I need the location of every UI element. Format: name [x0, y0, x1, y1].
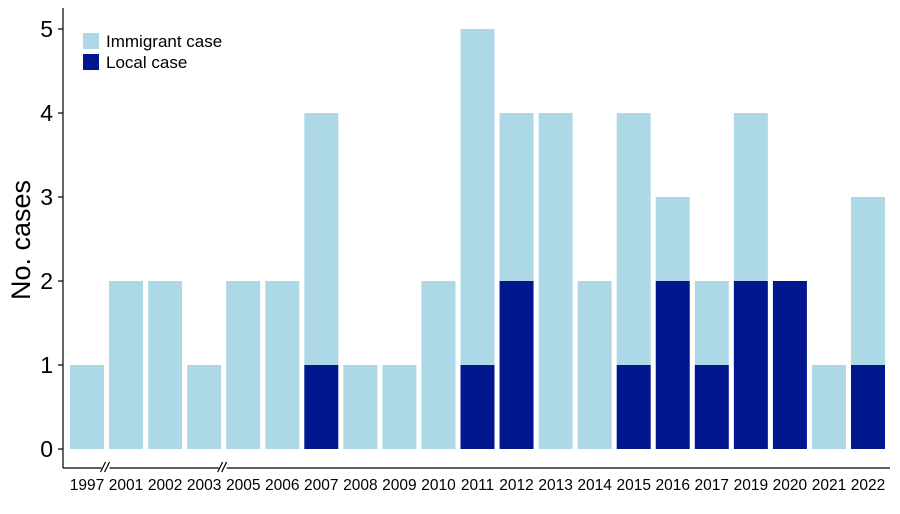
legend-label: Immigrant case — [106, 32, 222, 51]
bar-local-2016 — [655, 281, 690, 449]
x-tick-label: 2015 — [616, 477, 650, 494]
x-tick-label: 2002 — [148, 477, 182, 494]
bar-immigrant-2017 — [694, 281, 729, 365]
x-tick-label: 2021 — [812, 477, 846, 494]
y-tick-label: 4 — [40, 100, 53, 126]
bar-immigrant-2009 — [382, 365, 417, 449]
x-tick-label: 2013 — [538, 477, 572, 494]
axis-breaks-group — [99, 461, 228, 473]
bar-local-2011 — [460, 365, 495, 449]
bar-immigrant-2015 — [616, 113, 651, 365]
bar-immigrant-2005 — [226, 281, 261, 449]
x-tick-label: 2005 — [226, 477, 260, 494]
x-tick-label: 2012 — [499, 477, 533, 494]
x-tick-label: 2010 — [421, 477, 456, 494]
y-tick-label: 2 — [40, 268, 53, 294]
x-tick-label: 2009 — [382, 477, 416, 494]
bar-immigrant-2016 — [655, 197, 690, 281]
bar-immigrant-2021 — [811, 365, 846, 449]
legend-label: Local case — [106, 53, 187, 72]
x-tick-label: 2017 — [695, 477, 729, 494]
x-tick-label: 2014 — [577, 477, 612, 494]
x-tick-label: 2020 — [773, 477, 808, 494]
x-tick-label: 2001 — [109, 477, 143, 494]
legend-swatch — [83, 54, 99, 70]
bar-immigrant-2022 — [851, 197, 885, 365]
x-ticks-group: 1997 2001 2002 2003 2005 2006 2007 2008 2009 2010… — [70, 477, 885, 494]
bar-immigrant-2014 — [577, 281, 612, 449]
y-tick-label: 3 — [40, 184, 53, 210]
bar-immigrant-2001 — [109, 281, 144, 449]
bar-immigrant-2010 — [421, 281, 456, 449]
bar-immigrant-2011 — [460, 29, 495, 365]
bar-immigrant-2002 — [148, 281, 183, 449]
x-tick-label: 2016 — [656, 477, 690, 494]
y-tick-label: 5 — [40, 16, 53, 42]
y-tick-label: 0 — [40, 436, 53, 462]
x-tick-label: 2008 — [343, 477, 377, 494]
x-tick-label: 2007 — [304, 477, 338, 494]
bar-immigrant-2008 — [343, 365, 378, 449]
bar-immigrant-2006 — [265, 281, 300, 449]
x-tick-label: 1997 — [70, 477, 104, 494]
bar-immigrant-2003 — [187, 365, 222, 449]
x-tick-label: 2006 — [265, 477, 299, 494]
y-axis-label: No. cases — [6, 180, 36, 300]
y-ticks-group: 0 1 2 3 4 5 — [40, 16, 63, 462]
y-tick-label: 1 — [40, 352, 53, 378]
axis-break-mark — [99, 461, 111, 473]
bar-local-2017 — [694, 365, 729, 449]
axes-group — [62, 8, 890, 469]
bar-immigrant-1997 — [70, 365, 104, 449]
bar-local-2019 — [733, 281, 768, 449]
bar-local-2022 — [851, 365, 885, 449]
bars-group — [70, 29, 885, 449]
bar-immigrant-2012 — [499, 113, 534, 281]
bar-immigrant-2019 — [733, 113, 768, 281]
bar-local-2015 — [616, 365, 651, 449]
bar-local-2020 — [772, 281, 807, 449]
x-tick-label: 2019 — [734, 477, 768, 494]
legend: Immigrant case Local case — [83, 32, 222, 72]
bar-immigrant-2007 — [304, 113, 339, 365]
axis-break-mark — [217, 461, 228, 473]
x-tick-label: 2003 — [187, 477, 221, 494]
legend-swatch — [83, 33, 99, 49]
bar-local-2007 — [304, 365, 339, 449]
bar-immigrant-2013 — [538, 113, 573, 449]
x-tick-label: 2011 — [461, 477, 494, 494]
x-tick-label: 2022 — [851, 477, 885, 494]
bar-local-2012 — [499, 281, 534, 449]
